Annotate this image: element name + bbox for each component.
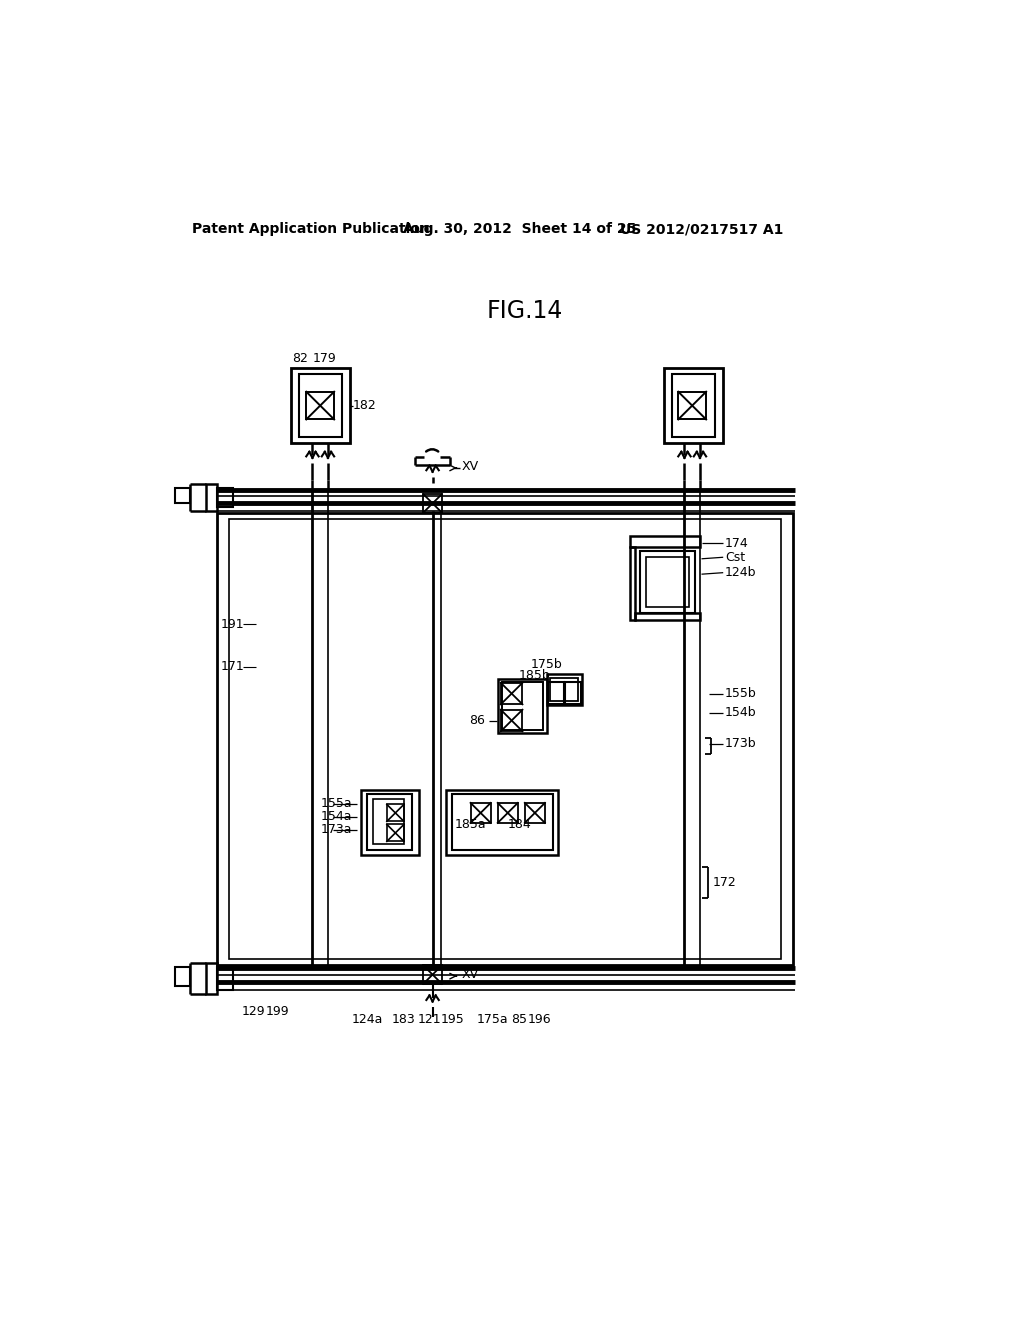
Text: 171: 171 bbox=[220, 660, 244, 673]
Text: 185a: 185a bbox=[455, 818, 486, 832]
Text: 185b: 185b bbox=[518, 669, 550, 682]
Text: FIG.14: FIG.14 bbox=[486, 298, 563, 323]
Bar bbox=[550, 678, 579, 701]
Bar bbox=[678, 392, 707, 420]
Bar bbox=[672, 374, 716, 437]
Bar bbox=[387, 804, 403, 821]
Bar bbox=[299, 374, 342, 437]
Text: 129: 129 bbox=[242, 1005, 265, 1018]
Bar bbox=[630, 536, 700, 548]
Text: 191: 191 bbox=[220, 618, 244, 631]
Text: 82: 82 bbox=[292, 352, 308, 366]
Text: 179: 179 bbox=[312, 352, 336, 366]
Text: 155a: 155a bbox=[321, 797, 352, 810]
Bar bbox=[646, 557, 689, 607]
Bar bbox=[452, 795, 553, 850]
Bar bbox=[630, 548, 635, 620]
Bar bbox=[360, 789, 419, 855]
Text: 173a: 173a bbox=[321, 824, 351, 837]
Text: Aug. 30, 2012  Sheet 14 of 25: Aug. 30, 2012 Sheet 14 of 25 bbox=[403, 222, 637, 236]
Bar bbox=[565, 682, 581, 704]
Text: XV: XV bbox=[461, 968, 478, 981]
Bar bbox=[217, 488, 232, 507]
Bar bbox=[373, 799, 403, 843]
Bar bbox=[499, 678, 547, 733]
Bar bbox=[445, 789, 558, 855]
Bar bbox=[423, 965, 442, 983]
Text: 155b: 155b bbox=[725, 686, 757, 700]
Text: 175b: 175b bbox=[531, 657, 563, 671]
Bar bbox=[501, 682, 522, 705]
Text: Cst: Cst bbox=[725, 550, 744, 564]
Text: 173b: 173b bbox=[725, 737, 757, 750]
Bar bbox=[547, 675, 583, 705]
Bar bbox=[174, 966, 190, 986]
Text: 199: 199 bbox=[266, 1005, 290, 1018]
Bar bbox=[206, 484, 217, 511]
Text: 195: 195 bbox=[441, 1012, 465, 1026]
Text: US 2012/0217517 A1: US 2012/0217517 A1 bbox=[621, 222, 783, 236]
Bar bbox=[423, 494, 442, 512]
Text: 124b: 124b bbox=[725, 566, 757, 579]
Text: 183: 183 bbox=[391, 1012, 416, 1026]
Bar bbox=[174, 488, 190, 503]
Text: 172: 172 bbox=[713, 875, 737, 888]
Text: 175a: 175a bbox=[477, 1012, 508, 1026]
Bar bbox=[548, 682, 563, 704]
Text: Patent Application Publication: Patent Application Publication bbox=[191, 222, 429, 236]
Bar bbox=[498, 803, 518, 822]
Bar bbox=[501, 710, 522, 731]
Bar bbox=[640, 552, 695, 612]
Text: 124a: 124a bbox=[351, 1012, 383, 1026]
Bar bbox=[291, 368, 349, 444]
Bar bbox=[665, 368, 723, 444]
Text: 85: 85 bbox=[512, 1012, 527, 1026]
Bar bbox=[503, 682, 543, 730]
Bar bbox=[367, 795, 412, 850]
Bar bbox=[206, 964, 217, 994]
Text: 184: 184 bbox=[508, 818, 531, 832]
Bar bbox=[217, 512, 793, 965]
Bar bbox=[228, 519, 781, 960]
Bar bbox=[217, 966, 232, 990]
Text: 154b: 154b bbox=[725, 706, 757, 719]
Text: 86: 86 bbox=[469, 714, 485, 727]
Text: 174: 174 bbox=[725, 537, 749, 550]
Text: 154a: 154a bbox=[321, 810, 351, 824]
Text: XV: XV bbox=[461, 459, 478, 473]
Bar bbox=[387, 825, 403, 841]
Bar bbox=[471, 803, 490, 822]
Bar bbox=[524, 803, 545, 822]
Bar bbox=[306, 392, 334, 420]
Bar bbox=[635, 612, 700, 620]
Text: 196: 196 bbox=[528, 1012, 552, 1026]
Text: 121: 121 bbox=[418, 1012, 441, 1026]
Text: 182: 182 bbox=[352, 399, 377, 412]
